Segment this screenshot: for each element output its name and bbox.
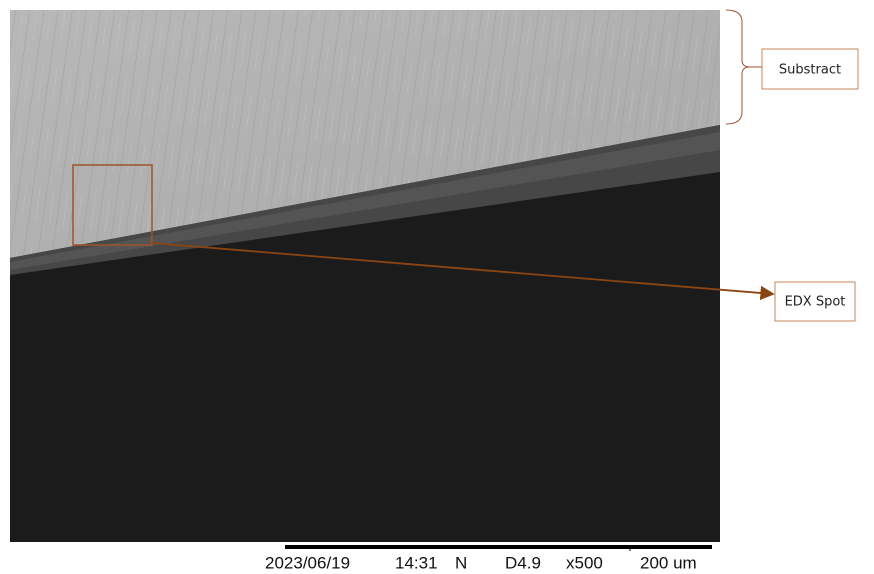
info-scale: 200 um xyxy=(640,553,697,572)
info-magnification: x500 xyxy=(566,553,603,572)
edx-label: EDX Spot xyxy=(785,295,846,310)
info-distance: D4.9 xyxy=(505,553,541,572)
info-time: 14:31 xyxy=(395,553,438,572)
brace xyxy=(726,10,750,124)
info-date: 2023/06/19 xyxy=(265,553,350,572)
figure: Substract EDX Spot 2023/06/19 14:31 N D4… xyxy=(0,0,874,574)
info-mode: N xyxy=(455,553,467,572)
info-bar: 2023/06/19 14:31 N D4.9 x500 200 um xyxy=(265,545,712,572)
substrate-label: Substract xyxy=(779,63,841,78)
page: Substract EDX Spot 2023/06/19 14:31 N D4… xyxy=(0,0,874,574)
micrograph xyxy=(10,10,720,542)
